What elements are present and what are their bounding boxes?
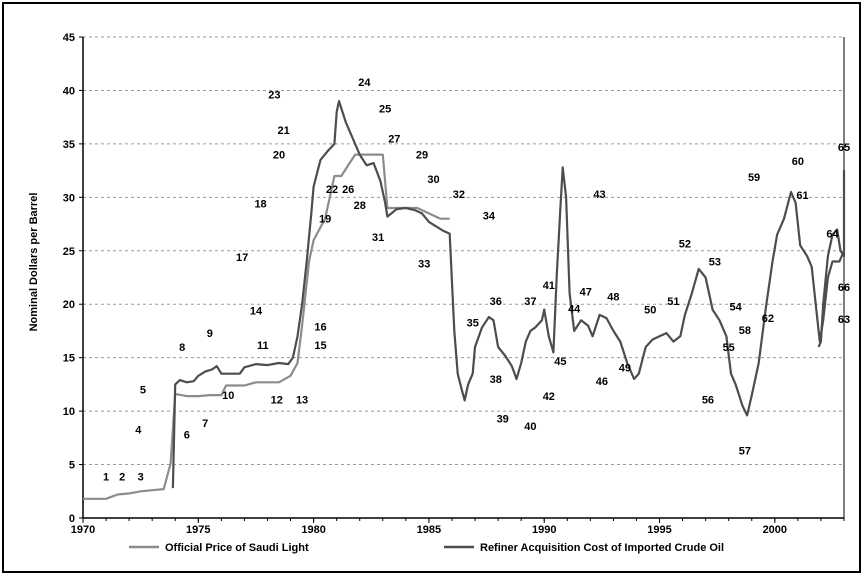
annotation-36: 36 (490, 296, 502, 308)
annotation-54: 54 (729, 301, 742, 313)
annotation-59: 59 (748, 172, 760, 184)
annotation-8: 8 (179, 342, 185, 354)
annotation-63: 63 (838, 314, 850, 326)
annotation-18: 18 (254, 199, 266, 211)
annotation-50: 50 (644, 305, 656, 317)
legend-label-1: Refiner Acquisition Cost of Imported Cru… (480, 542, 724, 554)
annotation-16: 16 (314, 322, 326, 334)
annotation-66: 66 (838, 282, 850, 294)
annotation-26: 26 (342, 184, 354, 196)
annotation-23: 23 (268, 90, 280, 102)
series-lines (83, 100, 846, 500)
y-tick-label-45: 45 (63, 32, 75, 44)
annotation-39: 39 (497, 414, 509, 426)
annotation-29: 29 (416, 150, 428, 162)
annotation-51: 51 (667, 296, 679, 308)
chart-frame: 0 5 10 15 20 25 30 35 40 45 1970 1975 1980 1985 1990 1… (2, 2, 861, 573)
annotation-44: 44 (568, 303, 581, 315)
annotation-53: 53 (709, 256, 721, 268)
annotation-9: 9 (207, 328, 213, 340)
annotation-25: 25 (379, 104, 391, 116)
annotation-34: 34 (483, 211, 496, 223)
axes (82, 37, 845, 519)
annotation-28: 28 (354, 200, 366, 212)
annotation-13: 13 (296, 394, 308, 406)
gridlines (83, 36, 844, 466)
annotation-45: 45 (554, 356, 566, 368)
annotation-37: 37 (524, 296, 536, 308)
annotation-43: 43 (593, 189, 605, 201)
annotation-6: 6 (184, 430, 190, 442)
annotation-46: 46 (596, 376, 608, 388)
series-line-0 (83, 153, 450, 500)
annotation-14: 14 (250, 306, 263, 318)
y-tick-labels: 0 5 10 15 20 25 30 35 40 45 (63, 32, 83, 525)
annotation-32: 32 (453, 189, 465, 201)
x-tick-label-1995: 1995 (647, 524, 671, 536)
y-tick-label-15: 15 (63, 353, 75, 365)
annotation-49: 49 (619, 362, 631, 374)
y-tick-label-25: 25 (63, 246, 75, 258)
x-tick-label-1990: 1990 (532, 524, 556, 536)
legend: Official Price of Saudi Light Refiner Acq… (129, 542, 724, 554)
annotation-11: 11 (257, 340, 269, 352)
annotation-48: 48 (607, 292, 619, 304)
x-tick-label-2000: 2000 (763, 524, 787, 536)
annotation-55: 55 (723, 342, 735, 354)
y-tick-label-0: 0 (69, 513, 75, 525)
annotation-24: 24 (358, 77, 371, 89)
annotation-40: 40 (524, 421, 536, 433)
y-tick-label-35: 35 (63, 139, 75, 151)
annotation-15: 15 (314, 340, 326, 352)
annotation-62: 62 (762, 313, 774, 325)
annotation-52: 52 (679, 238, 691, 250)
annotation-4: 4 (135, 424, 142, 436)
annotation-12: 12 (271, 394, 283, 406)
annotation-31: 31 (372, 232, 384, 244)
annotation-10: 10 (222, 390, 234, 402)
annotation-21: 21 (278, 125, 290, 137)
annotation-56: 56 (702, 394, 714, 406)
annotation-58: 58 (739, 325, 751, 337)
y-axis-label: Nominal Dollars per Barrel (28, 193, 40, 332)
legend-label-0: Official Price of Saudi Light (165, 542, 309, 554)
x-tick-label-1985: 1985 (417, 524, 441, 536)
annotation-1: 1 (103, 471, 109, 483)
annotation-5: 5 (140, 385, 146, 397)
series-line-2 (817, 169, 846, 348)
annotation-35: 35 (467, 317, 479, 329)
series-line-1 (171, 100, 846, 489)
annotation-17: 17 (236, 252, 248, 264)
annotation-64: 64 (826, 229, 839, 241)
y-tick-label-5: 5 (69, 460, 75, 472)
annotation-3: 3 (138, 471, 144, 483)
y-tick-label-30: 30 (63, 192, 75, 204)
x-tick-label-1980: 1980 (301, 524, 325, 536)
annotation-27: 27 (388, 134, 400, 146)
annotation-38: 38 (490, 374, 502, 386)
annotation-7: 7 (202, 418, 208, 430)
x-tick-label-1975: 1975 (186, 524, 210, 536)
annotation-47: 47 (580, 286, 592, 298)
annotation-19: 19 (319, 214, 331, 226)
annotation-22: 22 (326, 184, 338, 196)
y-tick-label-20: 20 (63, 299, 75, 311)
annotation-57: 57 (739, 446, 751, 458)
x-tick-label-1970: 1970 (71, 524, 95, 536)
annotation-42: 42 (543, 391, 555, 403)
annotation-60: 60 (792, 156, 804, 168)
y-tick-label-40: 40 (63, 85, 75, 97)
annotation-65: 65 (838, 142, 850, 154)
annotation-30: 30 (427, 174, 439, 186)
annotation-20: 20 (273, 150, 285, 162)
y-tick-label-10: 10 (63, 406, 75, 418)
annotation-2: 2 (119, 471, 125, 483)
annotation-33: 33 (418, 259, 430, 271)
annotation-41: 41 (543, 280, 555, 292)
annotation-61: 61 (796, 190, 808, 202)
x-tick-labels: 1970 1975 1980 1985 1990 1995 2000 (71, 518, 845, 536)
